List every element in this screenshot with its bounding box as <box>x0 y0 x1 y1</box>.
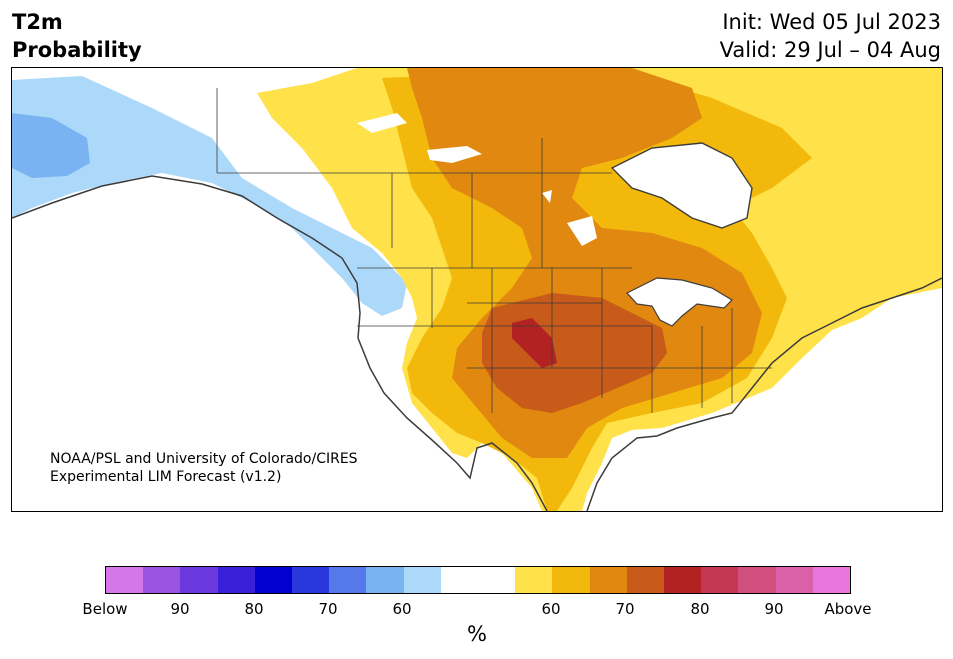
colorbar-segment <box>552 567 590 593</box>
colorbar-segment <box>775 567 813 593</box>
colorbar-segment <box>292 567 330 593</box>
coastline <box>12 175 548 511</box>
colorbar-segment <box>589 567 627 593</box>
colorbar-segment <box>626 567 665 593</box>
below-60-region <box>12 76 407 316</box>
colorbar-segment <box>812 567 851 593</box>
colorbar-segment <box>366 567 404 593</box>
colorbar-tick-label: 60 <box>392 600 412 618</box>
colorbar-segment <box>143 567 181 593</box>
hudson-bay <box>610 142 753 229</box>
colorbar-tick-label: Below <box>82 600 128 618</box>
probability-map: NOAA/PSL and University of Colorado/CIRE… <box>11 67 943 512</box>
colorbar-segment <box>403 567 441 593</box>
colorbar-tick-label: 70 <box>615 600 635 618</box>
colorbar-tick-label: 70 <box>318 600 338 618</box>
political-borders <box>216 88 772 413</box>
great-lakes <box>626 277 733 327</box>
below-65-region <box>12 113 90 178</box>
colorbar-segment <box>515 567 553 593</box>
colorbar-segment <box>738 567 776 593</box>
colorbar-segment <box>701 567 739 593</box>
colorbar-tick-label: 80 <box>244 600 264 618</box>
forecast-dates: Init: Wed 05 Jul 2023 Valid: 29 Jul – 04… <box>720 8 941 64</box>
probability-colorbar <box>105 566 851 594</box>
map-credit: NOAA/PSL and University of Colorado/CIRE… <box>50 450 358 486</box>
colorbar-segment <box>106 567 144 593</box>
colorbar-tick-label: 90 <box>170 600 190 618</box>
colorbar-segment <box>180 567 218 593</box>
colorbar-tick-label: 90 <box>764 600 784 618</box>
colorbar-segment <box>478 567 516 593</box>
colorbar-segment <box>664 567 702 593</box>
init-date: Init: Wed 05 Jul 2023 <box>722 10 941 34</box>
colorbar-segment <box>254 567 293 593</box>
colorbar-segment <box>329 567 367 593</box>
east-coastline <box>586 277 942 511</box>
colorbar-tick-label: 80 <box>690 600 710 618</box>
map-title: T2m Probability <box>12 8 142 64</box>
title-line-quantity: Probability <box>12 38 142 62</box>
map-canvas <box>12 68 942 511</box>
valid-range: Valid: 29 Jul – 04 Aug <box>719 38 941 62</box>
colorbar-segment <box>217 567 255 593</box>
colorbar-segment <box>440 567 479 593</box>
colorbar-tick-label: 60 <box>541 600 561 618</box>
colorbar-tick-label: Above <box>824 600 872 618</box>
canada-lakes <box>357 113 597 246</box>
colorbar-unit: % <box>467 622 487 646</box>
above-80-region <box>512 318 557 368</box>
credit-institution: NOAA/PSL and University of Colorado/CIRE… <box>50 451 358 467</box>
title-line-variable: T2m <box>12 10 63 34</box>
credit-model: Experimental LIM Forecast (v1.2) <box>50 469 282 485</box>
